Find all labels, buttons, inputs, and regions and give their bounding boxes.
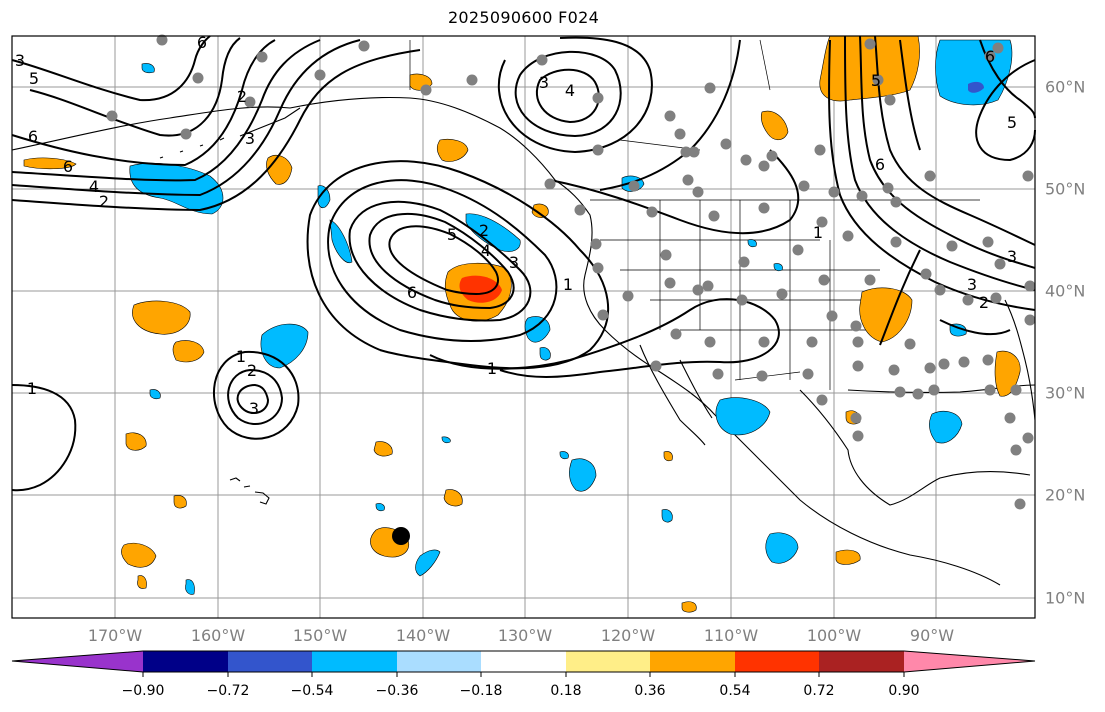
longitude-label: 120°W <box>600 626 656 645</box>
longitude-label: 150°W <box>292 626 348 645</box>
colorbar-tick-label: −0.54 <box>290 683 334 699</box>
contour-label: 4 <box>481 241 491 260</box>
colorbar-segment <box>735 651 819 672</box>
colorbar-segment <box>566 651 650 672</box>
contour-label: 6 <box>875 155 885 174</box>
colorbar-segment <box>228 651 312 672</box>
contour-label: 5 <box>447 225 457 244</box>
latitude-label: 20°N <box>1045 485 1086 505</box>
longitude-label: 170°W <box>87 626 143 645</box>
longitude-label: 160°W <box>190 626 246 645</box>
colorbar-high-extension <box>904 651 1035 672</box>
colorbar-low-extension <box>12 651 143 672</box>
contour-label: 3 <box>509 253 519 272</box>
contour-label: 3 <box>245 129 255 148</box>
contour-lines <box>11 35 1036 492</box>
contour-label: 5 <box>871 71 881 90</box>
contour-label: 3 <box>539 73 549 92</box>
colorbar-segment <box>397 651 481 672</box>
colorbar-segment <box>143 651 228 672</box>
contour-label: 4 <box>89 177 99 196</box>
map-title: 2025090600 F024 <box>447 8 600 27</box>
contour-label: 3 <box>1007 247 1017 266</box>
longitude-label: 100°W <box>806 626 862 645</box>
colorbar-tick-label: 0.90 <box>888 683 920 699</box>
colorbar-tick-label: 0.18 <box>550 683 582 699</box>
latitude-label: 30°N <box>1045 383 1086 403</box>
station-markers <box>106 34 1036 510</box>
colorbar-tick-label: −0.72 <box>206 683 250 699</box>
colorbar-segment <box>481 651 566 672</box>
colorbar <box>11 650 1036 677</box>
colorbar-segment <box>312 651 397 672</box>
colorbar-tick-label: 0.72 <box>803 683 835 699</box>
strong-negative-area <box>968 81 984 93</box>
contour-label: 5 <box>29 69 39 88</box>
latitude-label: 10°N <box>1045 588 1086 608</box>
colorbar-segment <box>819 651 904 672</box>
strong-positive-area <box>459 275 502 303</box>
contour-label: 2 <box>99 192 109 211</box>
contour-label: 1 <box>236 347 246 366</box>
colorbar-tick-label: −0.36 <box>375 683 419 699</box>
contour-label: 6 <box>985 47 995 66</box>
contour-label: 6 <box>197 33 207 52</box>
storm-marker <box>392 527 410 545</box>
colorbar-tick-label: 0.54 <box>719 683 751 699</box>
contour-label: 2 <box>479 221 489 240</box>
latitude-label: 60°N <box>1045 77 1086 97</box>
contour-label: 1 <box>563 275 573 294</box>
colorbar-segment <box>650 651 735 672</box>
longitude-label: 140°W <box>395 626 451 645</box>
contour-label: 6 <box>28 127 38 146</box>
longitude-label: 130°W <box>497 626 553 645</box>
contour-label: 6 <box>63 157 73 176</box>
contour-label: 1 <box>27 379 37 398</box>
colorbar-tick-label: −0.90 <box>121 683 165 699</box>
contour-label: 2 <box>247 361 257 380</box>
contour-label: 3 <box>15 51 25 70</box>
contour-label: 6 <box>407 283 417 302</box>
longitude-label: 110°W <box>703 626 759 645</box>
contour-label: 1 <box>487 359 497 378</box>
negative-anomaly-areas <box>129 39 1013 595</box>
contour-label: 3 <box>249 399 259 418</box>
contour-label: 2 <box>979 293 989 312</box>
colorbar-tick-label: −0.18 <box>459 683 503 699</box>
map-frame <box>11 35 1036 619</box>
contour-label: 2 <box>237 87 247 106</box>
contour-label: 3 <box>967 275 977 294</box>
contour-label: 1 <box>813 223 823 242</box>
colorbar-tick-label: 0.36 <box>634 683 666 699</box>
latitude-label: 50°N <box>1045 179 1086 199</box>
contour-label: 5 <box>1007 113 1017 132</box>
latitude-label: 40°N <box>1045 281 1086 301</box>
longitude-label: 90°W <box>909 626 955 645</box>
contour-label: 4 <box>565 81 575 100</box>
contour-label-group: 3 5 6 6 4 2 3 3 4 1 1 2 3 6 5 4 3 2 1 2 … <box>15 33 1017 418</box>
